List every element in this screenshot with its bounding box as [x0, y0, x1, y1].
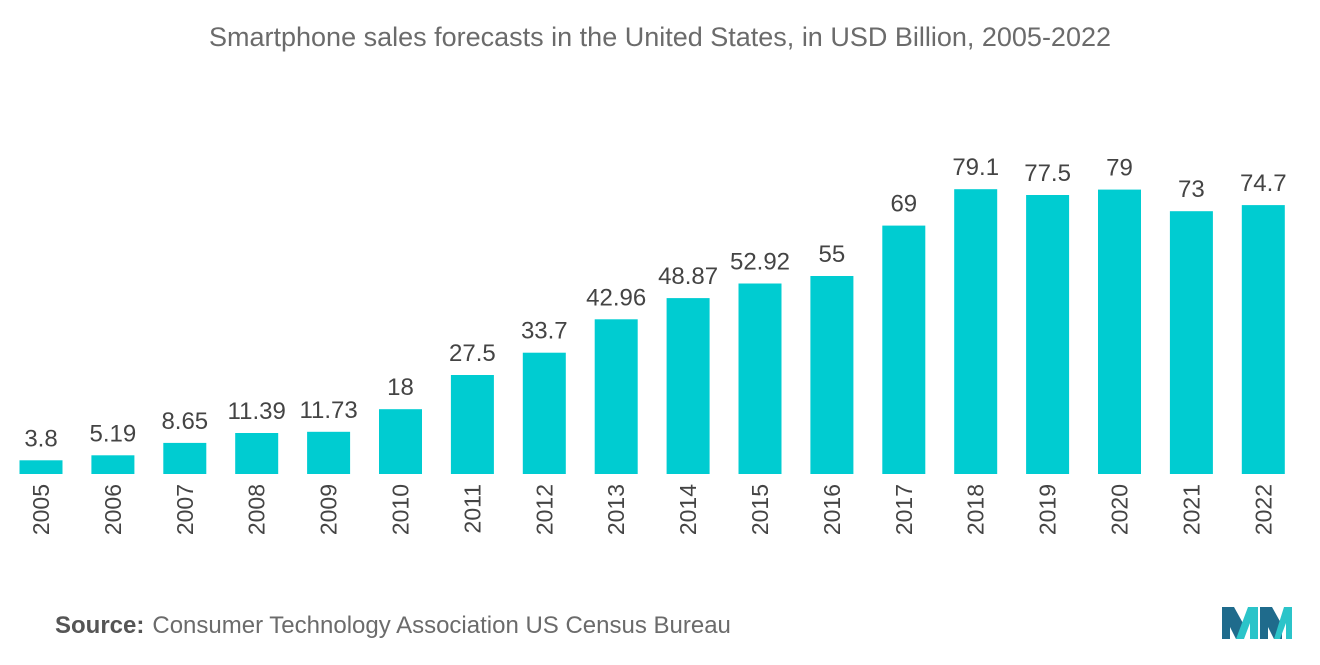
bar-2005 — [19, 460, 63, 474]
x-tick-label-2020: 2020 — [1107, 484, 1133, 535]
value-label-2006: 5.19 — [90, 420, 137, 447]
value-label-2019: 77.5 — [1024, 160, 1071, 187]
value-label-2007: 8.65 — [161, 408, 208, 435]
value-label-2017: 69 — [890, 191, 917, 218]
value-label-2014: 48.87 — [658, 263, 718, 290]
bar-2018 — [954, 189, 998, 474]
bar-2007 — [163, 442, 207, 474]
x-tick-label-2006: 2006 — [100, 484, 126, 535]
bars-group — [19, 189, 1285, 474]
value-label-2008: 11.39 — [228, 398, 286, 425]
bar-2022 — [1241, 205, 1285, 474]
x-tick-label-2010: 2010 — [388, 484, 414, 535]
chart-title: Smartphone sales forecasts in the United… — [209, 22, 1111, 52]
x-tick-label-2018: 2018 — [963, 484, 989, 535]
value-label-2018: 79.1 — [952, 154, 999, 181]
x-tick-label-2011: 2011 — [459, 484, 485, 533]
x-tick-label-2019: 2019 — [1035, 484, 1061, 535]
x-tick-label-2014: 2014 — [675, 484, 701, 535]
bar-2006 — [91, 455, 135, 474]
bar-2010 — [379, 409, 422, 474]
value-labels-group: 3.8 5.19 8.65 11.39 11.73 18 27.5 33.7 42.96 48.8… — [24, 154, 1286, 452]
x-tick-label-2017: 2017 — [891, 484, 917, 535]
x-tick-label-2012: 2012 — [531, 484, 557, 535]
value-label-2021: 73 — [1178, 176, 1205, 203]
bar-2020 — [1098, 189, 1141, 474]
value-label-2020: 79 — [1106, 155, 1133, 182]
value-label-2015: 52.92 — [730, 249, 790, 276]
value-label-2009: 11.73 — [299, 397, 357, 424]
x-tick-label-2015: 2015 — [747, 484, 773, 535]
bar-2014 — [666, 298, 710, 474]
x-tick-label-2021: 2021 — [1178, 484, 1204, 535]
value-label-2011: 27.5 — [449, 340, 496, 367]
bar-2021 — [1169, 211, 1213, 474]
bar-2015 — [738, 283, 782, 474]
value-label-2012: 33.7 — [521, 318, 568, 345]
x-tick-label-2016: 2016 — [819, 484, 845, 535]
bar-2011 — [450, 375, 494, 474]
bar-2016 — [810, 276, 854, 474]
bar-2013 — [594, 319, 638, 474]
bar-2017 — [882, 225, 926, 474]
x-tick-label-2022: 2022 — [1250, 484, 1276, 535]
value-label-2013: 42.96 — [586, 284, 646, 311]
value-label-2016: 55 — [819, 241, 846, 268]
source-note: Source: Consumer Technology Association U… — [55, 612, 731, 640]
bar-2008 — [235, 433, 279, 474]
source-label: Source: — [55, 612, 145, 639]
x-tick-label-2007: 2007 — [172, 484, 198, 535]
value-label-2022: 74.7 — [1240, 170, 1287, 197]
x-tick-labels-group: 2005 2006 2007 2008 2009 2010 2011 2012 2013 2014… — [28, 484, 1276, 535]
bar-2012 — [522, 352, 566, 474]
mordor-intelligence-logo-icon — [1222, 607, 1292, 639]
value-label-2005: 3.8 — [24, 425, 57, 452]
value-label-2010: 18 — [387, 374, 414, 401]
bar-2009 — [307, 431, 351, 474]
x-tick-label-2008: 2008 — [244, 484, 270, 535]
bar-2019 — [1026, 195, 1070, 474]
x-tick-label-2005: 2005 — [28, 484, 54, 535]
x-tick-label-2009: 2009 — [316, 484, 342, 535]
source-text: Consumer Technology Association US Censu… — [152, 612, 731, 639]
bar-chart: 3.8 5.19 8.65 11.39 11.73 18 27.5 33.7 42.96 48.8… — [19, 154, 1287, 535]
x-tick-label-2013: 2013 — [603, 484, 629, 535]
